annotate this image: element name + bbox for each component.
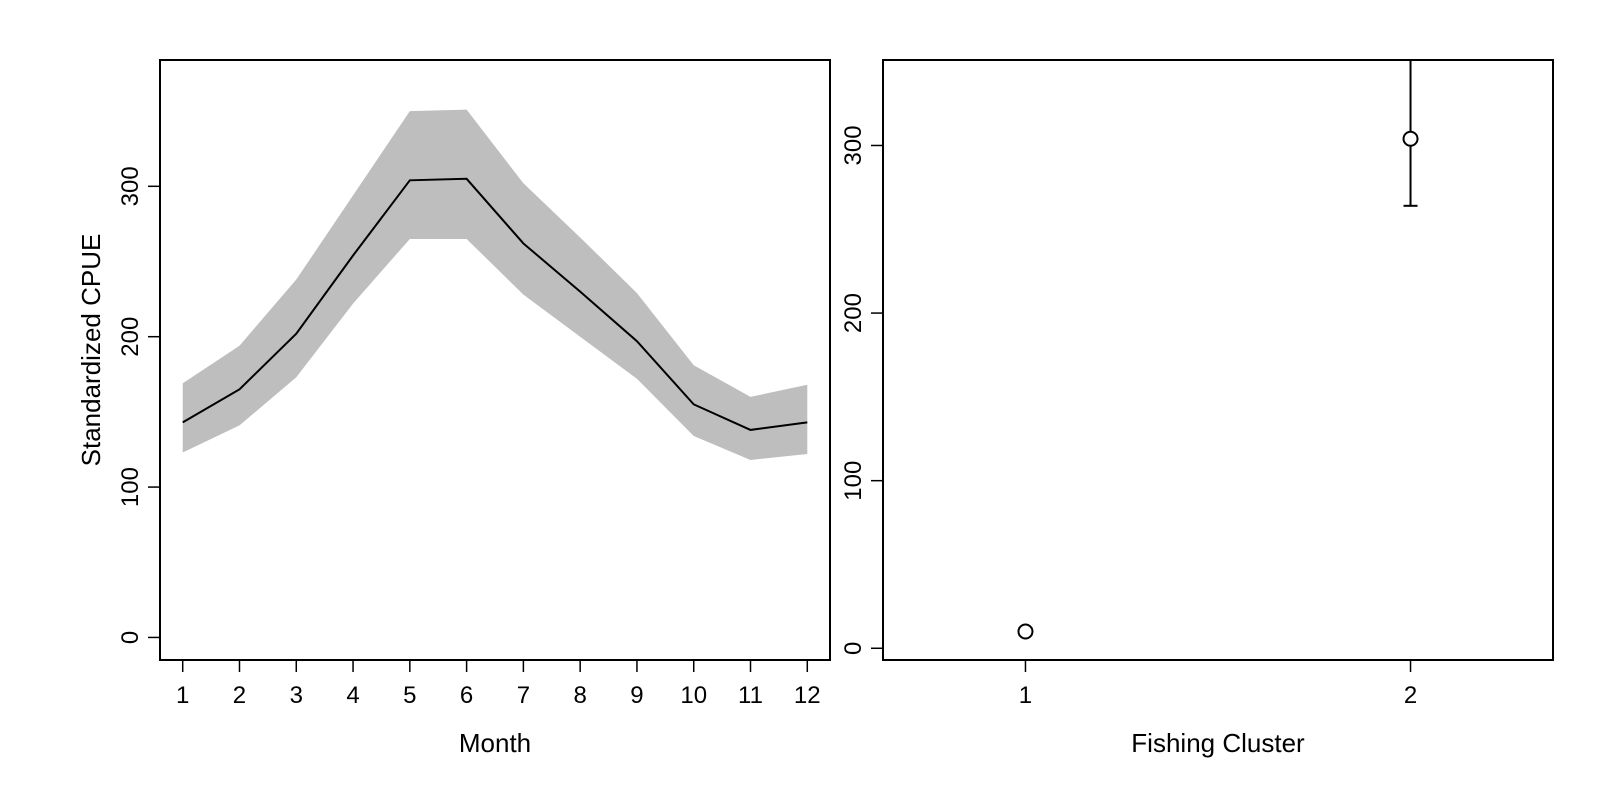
y-tick-label: 300	[840, 125, 867, 165]
month-y-axis-title: Standardized CPUE	[76, 234, 106, 467]
x-tick-label: 2	[1404, 682, 1417, 709]
cluster-x-axis-title: Fishing Cluster	[1131, 728, 1305, 758]
x-tick-label: 5	[403, 682, 416, 709]
month-cpue-line-layer	[182, 177, 808, 431]
x-tick-label: 2	[233, 682, 246, 709]
y-tick-label: 100	[117, 467, 144, 507]
month-x-axis-title: Month	[459, 728, 531, 758]
cluster-point	[1402, 130, 1419, 147]
y-tick-label: 300	[117, 166, 144, 206]
x-tick-label: 4	[346, 682, 359, 709]
x-tick-label: 11	[738, 682, 763, 709]
x-tick-label: 6	[460, 682, 473, 709]
x-tick-label: 12	[794, 682, 821, 709]
month-y-axis: 0 100 200 300	[117, 166, 160, 644]
y-tick-label: 100	[840, 461, 867, 501]
cluster-plot-frame	[882, 59, 1554, 661]
cluster-point-layer	[1017, 130, 1419, 640]
x-tick-label: 3	[290, 682, 303, 709]
y-tick-label: 0	[840, 642, 867, 655]
x-tick-label: 1	[176, 682, 189, 709]
cpue-line	[182, 177, 808, 431]
month-confidence-band-layer	[182, 109, 808, 461]
cluster-point	[1017, 623, 1034, 640]
confidence-band	[182, 109, 808, 461]
month-plot-frame	[159, 59, 831, 661]
x-tick-label: 1	[1019, 682, 1032, 709]
x-tick-label: 7	[517, 682, 530, 709]
y-tick-label: 200	[117, 317, 144, 357]
cluster-error-bar-layer	[1018, 59, 1418, 636]
y-tick-label: 200	[840, 293, 867, 333]
month-x-axis: 1 2 3 4 5 6 7 8 9 10 11 12	[176, 660, 821, 709]
cluster-y-axis: 0 100 200 300	[840, 125, 883, 655]
x-tick-label: 10	[680, 682, 707, 709]
x-tick-label: 9	[630, 682, 643, 709]
y-tick-label: 0	[117, 631, 144, 644]
x-tick-label: 8	[573, 682, 586, 709]
